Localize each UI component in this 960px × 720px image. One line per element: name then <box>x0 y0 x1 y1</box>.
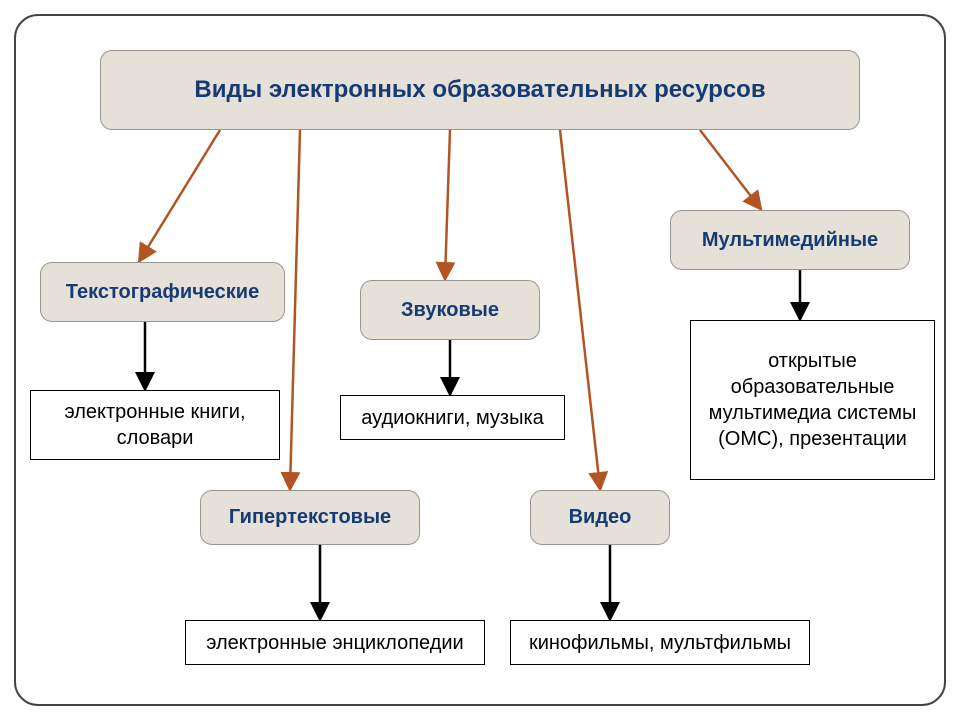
category-label: Звуковые <box>401 299 499 322</box>
example-label: кинофильмы, мультфильмы <box>529 630 791 656</box>
category-label: Видео <box>569 506 632 529</box>
example-multimedia: открытые образовательные мультимедиа сис… <box>690 320 935 480</box>
title-box: Виды электронных образовательных ресурсо… <box>100 50 860 130</box>
example-textographic: электронные книги, словари <box>30 390 280 460</box>
example-label: открытые образовательные мультимедиа сис… <box>701 348 924 452</box>
example-label: электронные книги, словари <box>41 399 269 451</box>
category-label: Текстографические <box>66 281 259 304</box>
example-label: аудиокниги, музыка <box>361 405 544 431</box>
example-label: электронные энциклопедии <box>206 630 463 656</box>
category-sound: Звуковые <box>360 280 540 340</box>
category-textographic: Текстографические <box>40 262 285 322</box>
category-multimedia: Мультимедийные <box>670 210 910 270</box>
category-label: Гипертекстовые <box>229 506 391 529</box>
example-video: кинофильмы, мультфильмы <box>510 620 810 665</box>
example-sound: аудиокниги, музыка <box>340 395 565 440</box>
category-hypertext: Гипертекстовые <box>200 490 420 545</box>
category-video: Видео <box>530 490 670 545</box>
example-hypertext: электронные энциклопедии <box>185 620 485 665</box>
title-label: Виды электронных образовательных ресурсо… <box>194 76 765 104</box>
category-label: Мультимедийные <box>702 229 878 252</box>
